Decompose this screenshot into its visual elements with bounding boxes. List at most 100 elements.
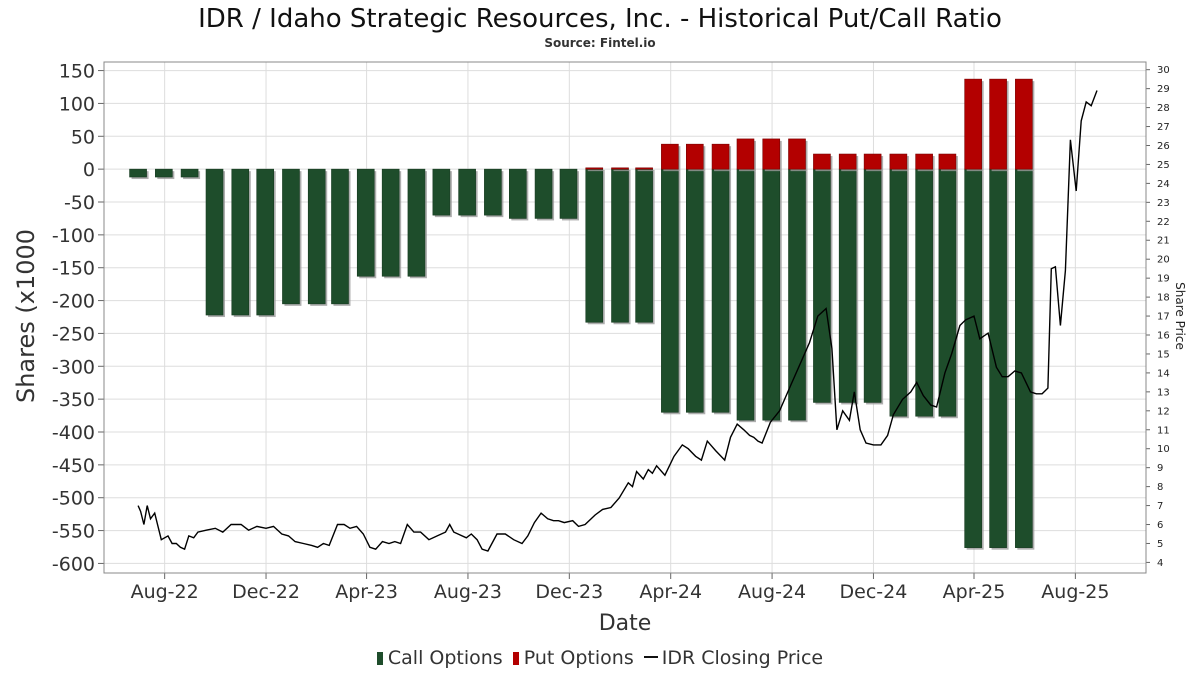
put-bar (635, 167, 653, 170)
y2-tick-label: 16 (1157, 331, 1170, 342)
call-bar (736, 168, 755, 421)
put-bar (711, 143, 730, 170)
call-swatch-icon (376, 652, 383, 665)
call-bar (711, 168, 730, 413)
legend-call[interactable]: Call Options (376, 647, 503, 669)
y2-tick-label: 5 (1157, 539, 1163, 550)
y2-tick-label: 21 (1157, 236, 1170, 247)
call-bar (205, 168, 224, 316)
call-bar (180, 168, 199, 178)
call-bar (559, 168, 578, 219)
legend-call-label: Call Options (387, 647, 503, 669)
chart-subtitle: Source: Fintel.io (544, 36, 656, 50)
y2-tick-label: 8 (1157, 482, 1163, 493)
y-tick-label: 150 (59, 61, 95, 83)
put-bar (585, 167, 604, 170)
y-tick-label: -600 (52, 553, 95, 575)
y2-tick-label: 26 (1157, 141, 1170, 152)
y2-tick-label: 17 (1157, 312, 1170, 323)
call-bar (407, 168, 426, 277)
call-bar (915, 168, 933, 417)
put-bar (685, 143, 704, 170)
price-line (137, 90, 1098, 552)
y2-tick-label: 18 (1157, 293, 1170, 304)
y2-tick-label: 9 (1157, 463, 1163, 474)
y2-tick-label: 19 (1157, 274, 1170, 285)
y-tick-label: -100 (52, 225, 95, 247)
call-bar (611, 168, 629, 323)
y2-axis-label: Share Price (1173, 282, 1187, 350)
y2-tick-label: 13 (1157, 387, 1170, 398)
call-bar (356, 168, 375, 277)
call-bar (155, 168, 173, 178)
price-line-swatch-icon (643, 656, 658, 658)
y2-tick-label: 22 (1157, 217, 1170, 228)
call-bar (484, 168, 502, 216)
price-line-group (137, 90, 1098, 552)
bars (129, 78, 1035, 550)
y2-tick-label: 6 (1157, 520, 1163, 531)
y-tick-label: -550 (52, 521, 95, 543)
x-tick-label: Apr-23 (335, 581, 398, 603)
y2-tick-label: 29 (1157, 84, 1170, 95)
put-bar (661, 143, 679, 170)
axes: 150 100 50 0 -50 -100 -150 -200 -250 -300 -350 -400… (52, 61, 1170, 603)
call-bar (938, 168, 957, 417)
y-tick-label: 50 (71, 126, 95, 148)
call-bar (838, 168, 857, 403)
call-bar (635, 168, 653, 323)
put-bar (938, 153, 957, 170)
legend-put[interactable]: Put Options (512, 647, 634, 669)
call-bar (762, 168, 781, 421)
y-tick-label: -50 (64, 192, 95, 214)
y2-tick-label: 15 (1157, 349, 1170, 360)
x-tick-label: Aug-23 (434, 581, 502, 603)
x-tick-label: Dec-22 (232, 581, 300, 603)
call-bar (989, 168, 1007, 548)
y2-tick-label: 10 (1157, 444, 1170, 455)
y2-tick-label: 25 (1157, 160, 1170, 171)
put-bar (762, 138, 781, 170)
y2-tick-label: 7 (1157, 501, 1163, 512)
put-bar (611, 167, 629, 170)
y-tick-label: -500 (52, 488, 95, 510)
y2-tick-label: 4 (1157, 558, 1163, 569)
y-tick-label: -250 (52, 323, 95, 345)
x-tick-label: Dec-24 (840, 581, 908, 603)
put-bar (989, 78, 1007, 170)
put-bar (1015, 78, 1033, 170)
put-bar (863, 153, 882, 170)
legend-price[interactable]: IDR Closing Price (643, 647, 823, 669)
call-bar (458, 168, 476, 216)
y2-tick-label: 11 (1157, 425, 1170, 436)
y2-tick-label: 27 (1157, 122, 1170, 133)
x-tick-label: Aug-22 (131, 581, 199, 603)
call-bar (585, 168, 604, 323)
put-bar (915, 153, 933, 170)
y-tick-label: -450 (52, 455, 95, 477)
call-bar (788, 168, 806, 421)
call-bar (231, 168, 250, 316)
x-tick-label: Apr-24 (639, 581, 702, 603)
y2-tick-label: 14 (1157, 368, 1170, 379)
put-bar-shadow (637, 169, 655, 172)
call-bar (432, 168, 451, 216)
y-tick-label: -150 (52, 258, 95, 280)
call-bar (307, 168, 326, 305)
put-swatch-icon (512, 652, 519, 665)
call-bar (685, 168, 704, 413)
y-tick-label: -200 (52, 291, 95, 313)
call-bar (282, 168, 300, 305)
put-bar (889, 153, 908, 170)
call-bar (256, 168, 275, 316)
y-tick-label: -300 (52, 356, 95, 378)
y2-tick-label: 12 (1157, 406, 1170, 417)
put-bar (964, 78, 982, 170)
call-bar (509, 168, 527, 219)
call-bar (889, 168, 908, 417)
y2-tick-label: 24 (1157, 179, 1170, 190)
put-bar (838, 153, 857, 170)
call-bar (863, 168, 882, 403)
x-tick-label: Dec-23 (535, 581, 603, 603)
